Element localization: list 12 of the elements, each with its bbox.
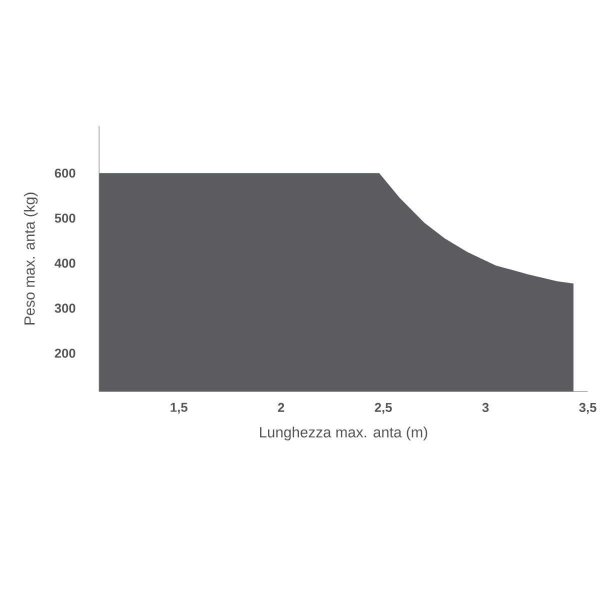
x-axis-title: Lunghezza max. anta (m)	[260, 426, 428, 441]
y-tick-label: 300	[54, 304, 76, 313]
x-tick-label: 3	[482, 403, 489, 412]
y-axis-title: Peso max. anta (kg)	[24, 192, 38, 325]
y-tick-label: 200	[54, 348, 76, 358]
x-tick-label: 2,5	[374, 403, 392, 414]
y-tick-label: 600	[54, 168, 76, 178]
y-tick-label: 500	[54, 214, 76, 223]
x-tick-label: 1,5	[170, 403, 188, 414]
x-tick-label: 3,5	[579, 403, 596, 414]
x-tick-label: 2	[278, 403, 284, 412]
y-tick-label: 400	[54, 258, 76, 268]
